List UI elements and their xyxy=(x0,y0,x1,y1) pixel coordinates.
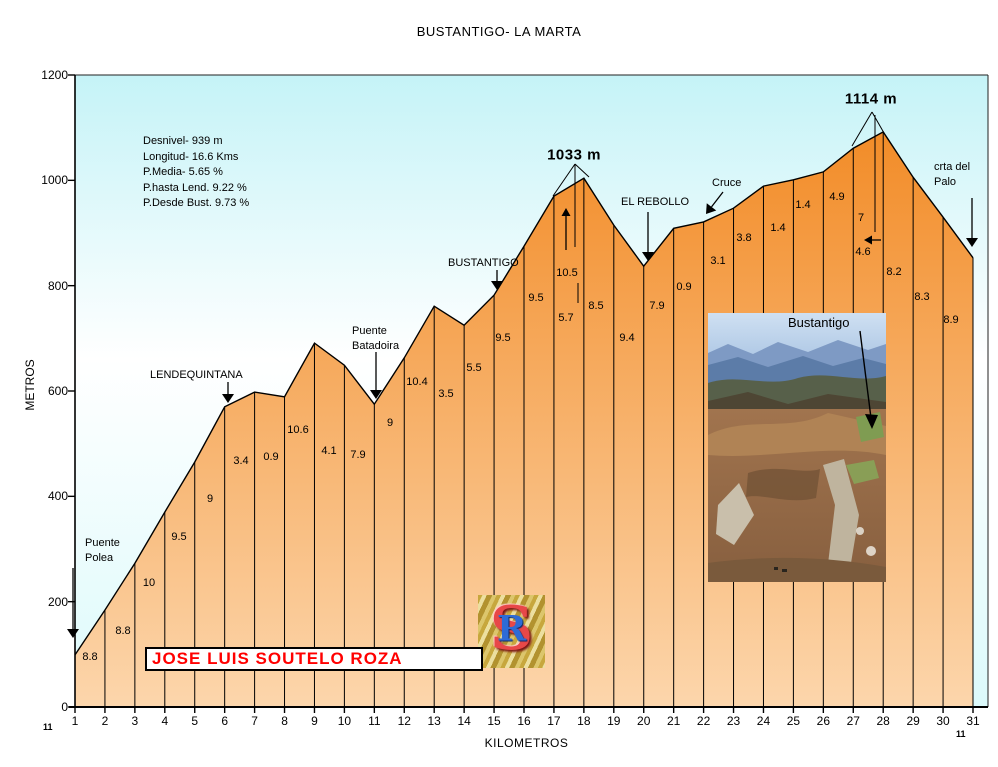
location-arrow-line xyxy=(710,191,724,208)
elevation-line xyxy=(74,130,974,656)
photo-meadow-2 xyxy=(846,460,879,484)
location-arrow-head xyxy=(67,629,79,638)
route-photo xyxy=(708,313,886,582)
author-name: JOSE LUIS SOUTELO ROZA xyxy=(145,647,483,671)
location-arrow-head xyxy=(491,281,503,290)
photo-sunlit-ridge xyxy=(708,413,886,456)
photo-village-dot-1 xyxy=(774,567,778,570)
route-stats: Desnivel- 939 m Longitud- 16.6 Kms P.Med… xyxy=(143,135,250,209)
location-arrow-head xyxy=(706,203,717,214)
photo-rock-2 xyxy=(823,459,859,575)
photo-arrow-line xyxy=(859,330,872,419)
peak-pointer-arrow-head xyxy=(561,208,571,216)
photo-snow-patch-2 xyxy=(866,546,876,556)
photo-meadow-1 xyxy=(856,412,884,442)
peak-pointer-arrow-head xyxy=(864,235,872,245)
peak-leader-line xyxy=(851,111,873,147)
y-axis-title: METROS xyxy=(23,359,37,411)
location-arrow-head xyxy=(370,390,382,399)
photo-shadow xyxy=(746,468,820,501)
photo-snow-patch-1 xyxy=(856,527,864,535)
photo-village-dot-2 xyxy=(782,569,787,572)
photo-foreground xyxy=(708,557,886,582)
peak-leader-line xyxy=(574,163,590,178)
location-arrow-head xyxy=(966,238,978,247)
photo-location-label: Bustantigo xyxy=(788,315,850,330)
page-title: BUSTANTIGO- LA MARTA xyxy=(416,24,582,39)
x-axis-title: KILOMETROS xyxy=(484,736,569,750)
logo-letter-r: R xyxy=(496,608,527,650)
logo-letter-s: S xyxy=(489,593,534,664)
location-arrow-head xyxy=(222,394,234,403)
location-arrow-head xyxy=(642,252,654,261)
photo-arrow-head xyxy=(865,414,878,429)
peak-leader-line xyxy=(552,163,576,197)
peak-leader-line xyxy=(871,111,885,134)
photo-rock-1 xyxy=(716,483,754,545)
author-logo: S R xyxy=(478,593,545,668)
